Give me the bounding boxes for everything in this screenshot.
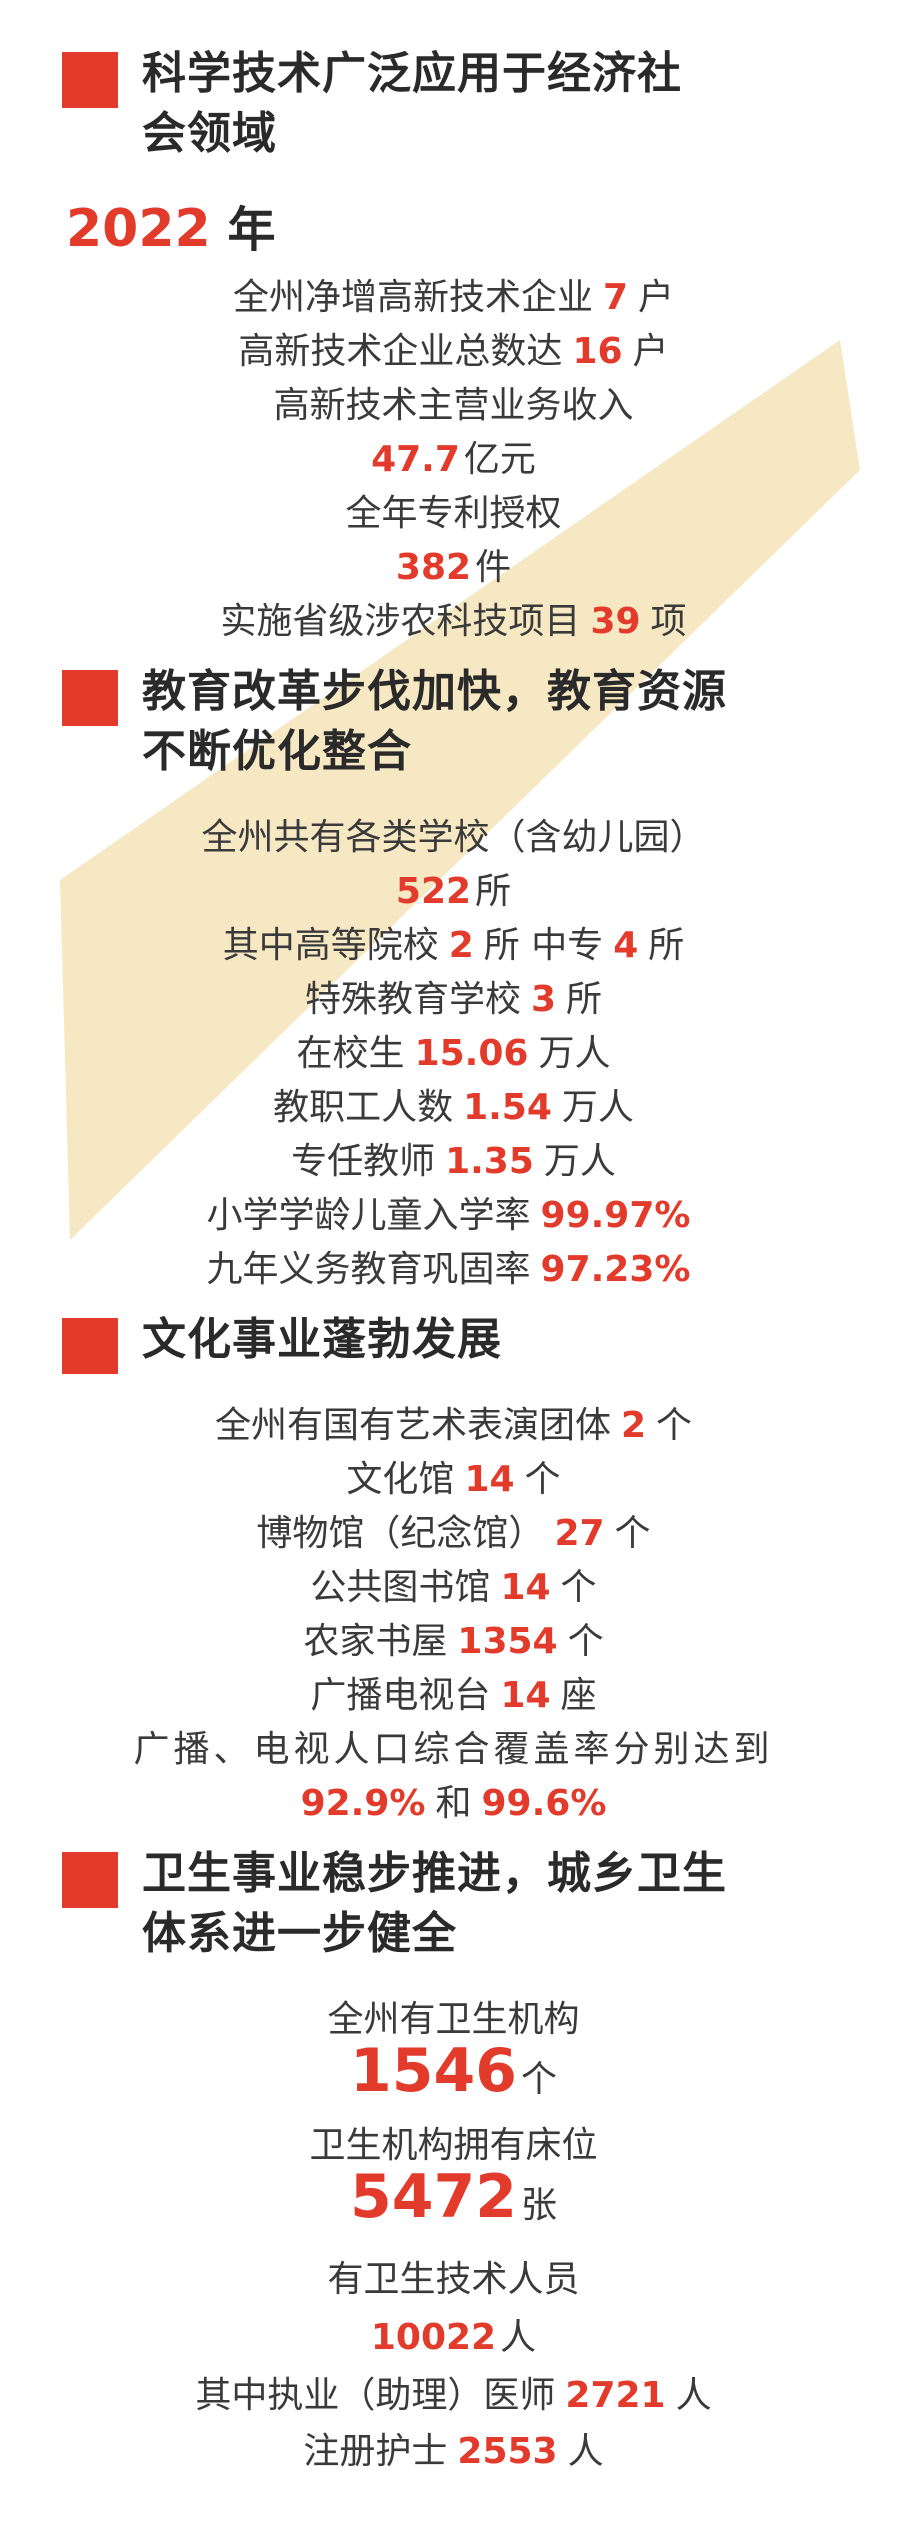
stat-line: 5472 张	[349, 2162, 557, 2232]
stat-line: 九年义务教育巩固率 97.23%	[206, 1249, 691, 1290]
red-square-marker	[62, 1852, 118, 1908]
red-square-marker	[62, 52, 118, 108]
stat-line: 10022 人	[370, 2317, 537, 2358]
section-title: 卫生事业稳步推进，城乡卫生 体系进一步健全	[142, 1848, 727, 1959]
stat-line: 全年专利授权	[345, 493, 562, 534]
stat-line: 注册护士 2553 人	[303, 2431, 604, 2472]
stat-line: 专任教师 1.35 万人	[291, 1141, 616, 1182]
stat-line: 高新技术主营业务收入	[273, 385, 634, 426]
stat-line: 有卫生技术人员	[327, 2259, 580, 2300]
stat-line: 广播、电视人口综合覆盖率分别达到	[133, 1729, 774, 1770]
stat-line: 全州有国有艺术表演团体 2 个	[214, 1405, 693, 1446]
red-square-marker	[62, 670, 118, 726]
stat-line: 公共图书馆 14 个	[310, 1567, 597, 1608]
stat-line: 教职工人数 1.54 万人	[273, 1087, 634, 1128]
stat-line: 卫生机构拥有床位	[309, 2125, 598, 2166]
section-title: 文化事业蓬勃发展	[142, 1314, 502, 1365]
stat-line: 47.7 亿元	[371, 439, 536, 480]
stat-line: 382 件	[395, 547, 512, 588]
stat-line: 博物馆（纪念馆） 27 个	[256, 1513, 651, 1554]
stat-line: 在校生 15.06 万人	[296, 1033, 611, 1074]
stat-line: 广播电视台 14 座	[310, 1675, 597, 1716]
stat-line: 全州有卫生机构	[327, 1999, 580, 2040]
stat-line: 1546 个	[349, 2036, 557, 2106]
stat-line: 文化馆 14 个	[346, 1459, 561, 1500]
stat-line: 其中执业（助理）医师 2721 人	[195, 2375, 712, 2416]
stat-line: 92.9% 和 99.6%	[300, 1783, 607, 1824]
red-square-marker	[62, 1318, 118, 1374]
section-title: 教育改革步伐加快，教育资源 不断优化整合	[142, 666, 727, 777]
stat-line: 全州净增高新技术企业 7 户	[232, 277, 675, 318]
year-label: 2022 年	[66, 199, 276, 259]
stat-line: 农家书屋 1354 个	[303, 1621, 604, 1662]
stat-line: 小学学龄儿童入学率 99.97%	[206, 1195, 691, 1236]
section-heading: 文化事业蓬勃发展	[62, 1310, 892, 1374]
section-heading: 教育改革步伐加快，教育资源 不断优化整合	[62, 662, 892, 782]
stat-line: 实施省级涉农科技项目 39 项	[220, 601, 687, 642]
section-heading: 卫生事业稳步推进，城乡卫生 体系进一步健全	[62, 1844, 892, 1964]
stat-line: 522 所	[395, 871, 512, 912]
section-heading: 科学技术广泛应用于经济社 会领域	[62, 44, 892, 164]
arrow-shape	[60, 340, 860, 1240]
section-title: 科学技术广泛应用于经济社 会领域	[142, 48, 682, 159]
stat-line: 其中高等院校 2 所 中专 4 所	[222, 925, 685, 966]
stat-line: 全州共有各类学校（含幼儿园）	[201, 817, 706, 858]
stat-line: 特殊教育学校 3 所	[304, 979, 603, 1020]
stat-line: 高新技术企业总数达 16 户	[238, 331, 669, 372]
